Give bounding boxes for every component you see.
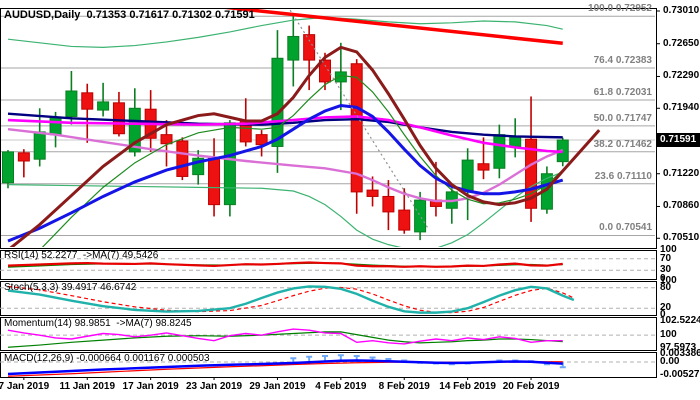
momentum-axis-label: 100 xyxy=(660,329,677,341)
bull-candle xyxy=(287,35,300,61)
price-axis-label: 0.73010 xyxy=(663,5,700,16)
macd-axis-label: 0.003386 xyxy=(660,347,700,359)
bear-candle xyxy=(398,209,411,231)
indicator-panel-border xyxy=(0,317,657,351)
ma-orchid-line xyxy=(7,127,564,203)
price-axis-label: 0.71940 xyxy=(663,102,700,114)
bear-candle xyxy=(255,134,268,146)
ma-maroon-line xyxy=(9,45,601,247)
bear-candle xyxy=(477,163,490,171)
price-axis-label: 0.70510 xyxy=(663,232,700,244)
stoch-main-line xyxy=(7,285,575,314)
bear-candle xyxy=(382,195,395,213)
stoch-axis-label: 0 xyxy=(660,309,666,320)
bull-candle xyxy=(192,157,205,176)
fib-level-label: 100.0 0.72952 xyxy=(588,3,652,15)
bull-candle xyxy=(223,122,236,206)
bear-candle xyxy=(160,134,173,145)
downtrend-red-trendline xyxy=(224,9,563,46)
momentum-main-line xyxy=(7,328,563,345)
date-axis-label: 23 Jan 2019 xyxy=(185,381,243,392)
fib-level-label: 50.0 0.71747 xyxy=(593,112,652,124)
stoch-axis-label: 80 xyxy=(660,281,672,293)
bull-candle xyxy=(461,159,474,191)
bull-candle xyxy=(65,90,78,117)
date-axis-label: 8 Feb 2019 xyxy=(378,381,430,392)
price-axis-label: 0.71220 xyxy=(663,167,700,179)
indicator-panel-border xyxy=(0,250,657,280)
fib-level-label: 0.0 0.70541 xyxy=(599,222,652,234)
bear-candle xyxy=(525,138,538,209)
date-axis-label: 29 Jan 2019 xyxy=(249,381,306,392)
stoch-axis-label: 20 xyxy=(660,302,672,314)
rsi-axis-label: 70 xyxy=(660,252,672,264)
bear-candle xyxy=(319,59,331,83)
stoch-indicator-label: Stoch(5,3,3) 39.4917 46.6742 xyxy=(4,282,137,293)
ma-blue-line xyxy=(7,104,564,243)
momentum-axis-label: 97.5973 xyxy=(660,342,697,354)
bull-candle xyxy=(334,71,347,83)
current-price-badge: 0.71591 xyxy=(657,133,700,147)
indicator-panel-border xyxy=(0,281,657,316)
macd-axis-label: -0.005271 xyxy=(660,369,700,381)
bull-candle xyxy=(2,151,14,184)
price-axis-label: 0.72650 xyxy=(663,37,700,49)
rsi-indicator-label: RSI(14) 52.2277 ->MA(7) 49.5426 xyxy=(4,250,159,261)
macd-axis-label: 0.00 xyxy=(660,356,680,367)
rsi-main-line xyxy=(7,261,563,268)
stoch-signal-line xyxy=(7,285,575,314)
price-axis-label: 0.72290 xyxy=(663,70,700,82)
bear-candle xyxy=(208,157,221,206)
bull-candle xyxy=(33,131,46,160)
price-axis-label: 0.70860 xyxy=(663,200,700,212)
date-axis-label: 11 Jan 2019 xyxy=(59,381,116,392)
stoch-axis-label: 100 xyxy=(660,275,677,286)
bull-candle xyxy=(271,57,284,147)
date-axis-label: 14 Feb 2019 xyxy=(439,381,496,392)
fib-level-label: 76.4 0.72383 xyxy=(593,55,652,66)
date-axis-label: 17 Jan 2019 xyxy=(122,381,179,392)
bear-candle xyxy=(81,92,94,110)
bull-candle xyxy=(128,107,141,153)
momentum-ma-line xyxy=(7,331,563,348)
ma-navy-line xyxy=(7,112,563,139)
fib-level-label: 23.6 0.71110 xyxy=(594,170,652,182)
momentum-axis-label: 102.5224 xyxy=(660,315,700,327)
date-axis-label: 7 Jan 2019 xyxy=(0,381,50,392)
bear-candle xyxy=(303,34,316,61)
date-axis-label: 4 Feb 2019 xyxy=(315,381,367,392)
date-axis-label: 20 Feb 2019 xyxy=(502,381,560,392)
rsi-axis-label: 30 xyxy=(660,264,672,276)
fib-level-label: 61.8 0.72031 xyxy=(593,87,652,98)
momentum-indicator-label: Momentum(14) 98.9851 ->MA(7) 98.8245 xyxy=(4,318,192,329)
bear-candle xyxy=(350,63,363,193)
downtrend-dotted-line xyxy=(289,9,429,229)
chart-title: AUDUSD,Daily 0.71353 0.71617 0.71302 0.7… xyxy=(4,9,255,21)
rsi-axis-label: 100 xyxy=(660,244,677,255)
macd-main-line xyxy=(7,359,563,376)
bear-candle xyxy=(176,140,189,177)
bear-candle xyxy=(366,189,379,197)
rsi-axis-label: 0 xyxy=(660,273,666,284)
bull-candle xyxy=(414,199,427,233)
fib-level-label: 38.2 0.71462 xyxy=(593,138,652,150)
indicator-panel-border xyxy=(0,352,657,378)
bear-candle xyxy=(112,102,125,135)
main-panel-border xyxy=(0,8,657,249)
main-chart-area[interactable] xyxy=(0,5,656,283)
bollinger-upper-band xyxy=(7,16,563,48)
bear-candle xyxy=(17,152,30,162)
macd-indicator-label: MACD(12,26,9) -0.000664 0.001167 0.00050… xyxy=(4,353,210,364)
bull-candle xyxy=(97,101,110,111)
ma-green-line xyxy=(41,74,584,247)
bollinger-lower-band xyxy=(7,171,563,247)
bull-candle xyxy=(49,116,62,136)
